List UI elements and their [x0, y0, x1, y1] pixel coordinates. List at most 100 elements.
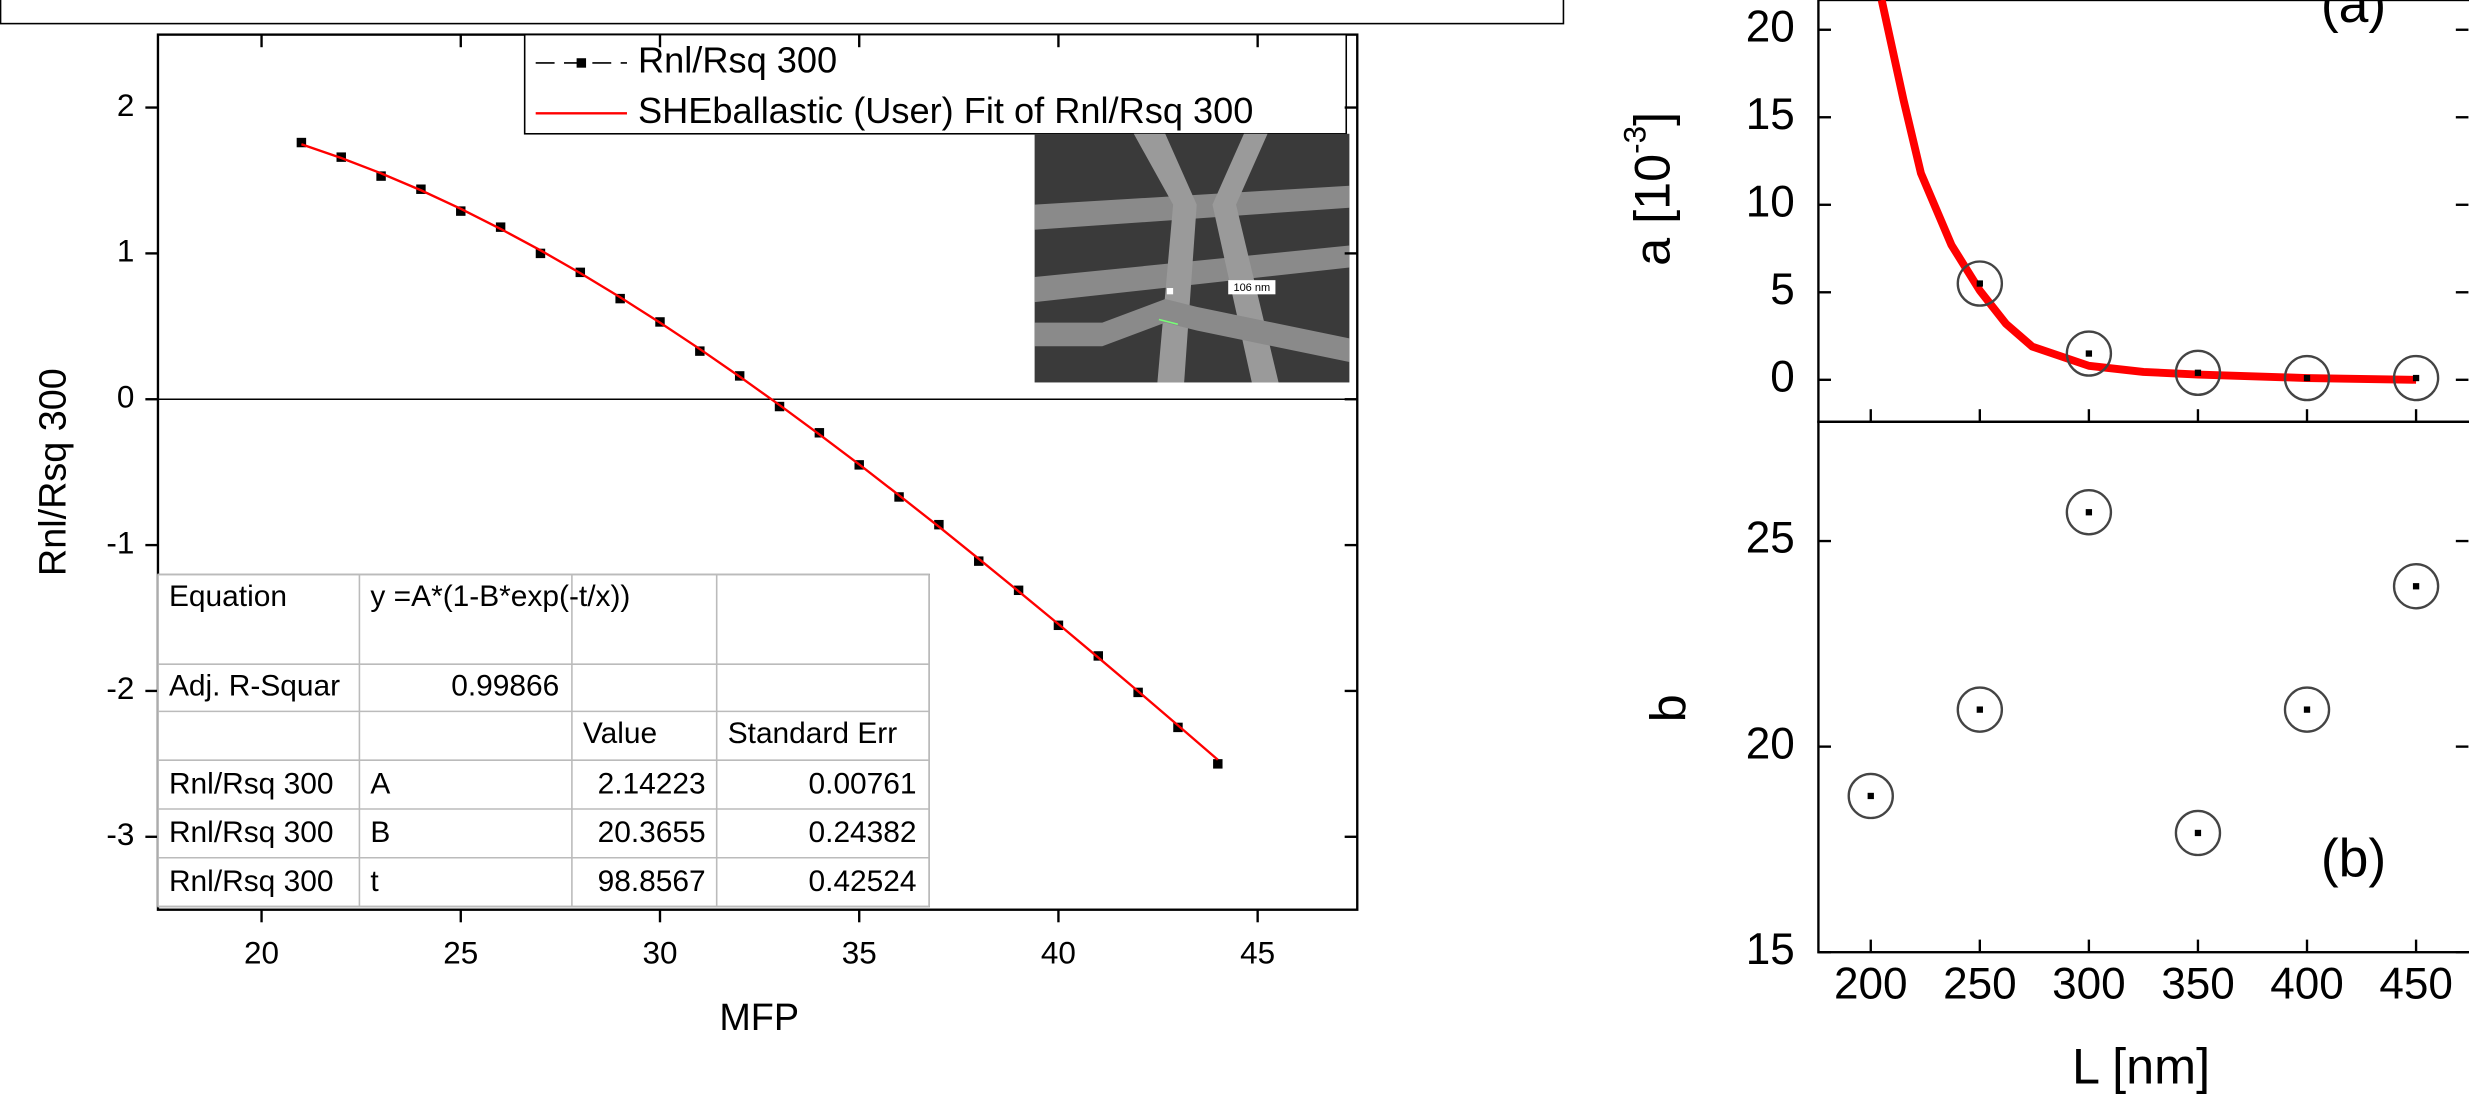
table-cell: 20.3655: [598, 816, 706, 849]
y-axis-label: b: [1639, 694, 1696, 722]
data-point-center: [2303, 374, 2311, 382]
data-point-center: [2412, 583, 2420, 590]
x-tick-label: 25: [443, 936, 478, 971]
data-point: [2392, 563, 2440, 610]
panel-frame: [1817, 0, 2469, 423]
fit-line: [301, 143, 1219, 761]
data-point: [2283, 686, 2331, 733]
inset-image: 106 nm: [1034, 133, 1350, 383]
y-axis-label: Rnl/Rsq 300: [33, 368, 75, 576]
y-tick-label: -2: [106, 671, 134, 706]
data-point-center: [2085, 350, 2093, 357]
y-tick-label: 20: [1746, 2, 1795, 51]
data-point-center: [1867, 792, 1874, 800]
y-tick-label: 25: [1746, 514, 1795, 563]
x-tick-label: 350: [2161, 959, 2235, 1008]
data-point-center: [2085, 509, 2093, 516]
data-point: [894, 492, 904, 502]
y-tick-label: 15: [1746, 925, 1795, 974]
x-tick-label: 450: [2379, 959, 2453, 1008]
data-point: [2283, 354, 2331, 402]
y-tick-label: 10: [1746, 177, 1795, 226]
panel-label: (b): [2321, 830, 2386, 889]
data-point: [1093, 651, 1103, 661]
data-point-center: [1976, 706, 1983, 713]
table-cell: y =A*(1-B*exp(-t/x)): [370, 580, 630, 613]
x-tick-label: 30: [642, 936, 677, 971]
data-point: [1173, 722, 1183, 733]
table-cell: A: [370, 767, 390, 800]
y-tick-label: 0: [117, 380, 135, 415]
panel-frame: [1817, 420, 2469, 954]
x-tick-label: 400: [2270, 959, 2344, 1008]
data-point: [814, 428, 825, 438]
data-point: [934, 519, 944, 530]
data-point-center: [2194, 369, 2202, 376]
data-point: [376, 171, 386, 181]
legend: [523, 33, 1348, 135]
x-tick-label: 45: [1240, 936, 1275, 971]
table-cell: 98.8567: [598, 865, 706, 898]
y-axis-label: a [10-3]: [1618, 112, 1681, 266]
x-tick-label: 20: [244, 936, 279, 971]
table-cell: 2.14223: [598, 767, 706, 800]
y-axis-label-part: a [10: [1624, 154, 1681, 266]
scale-label: 106 nm: [1233, 282, 1270, 294]
table-cell: Equation: [169, 580, 287, 613]
x-tick-label: 40: [1041, 936, 1076, 971]
y-tick-label: 20: [1746, 719, 1795, 768]
table-cell: 0.00761: [809, 767, 917, 800]
table-cell: t: [370, 865, 379, 898]
title-box: [0, 0, 1565, 25]
table-cell: Adj. R-Squar: [169, 670, 340, 703]
data-point: [1847, 772, 1894, 820]
y-tick-label: -1: [106, 525, 134, 560]
x-tick-label: 35: [842, 936, 877, 971]
table-cell: Rnl/Rsq 300: [169, 865, 334, 898]
y-axis-label-part: ]: [1624, 112, 1681, 126]
data-point-center: [2412, 374, 2420, 382]
data-point: [1956, 686, 2004, 733]
x-axis-label: L [nm]: [2072, 1038, 2210, 1095]
data-point: [2174, 349, 2222, 397]
data-point-center: [2303, 706, 2311, 713]
table-cell: Value: [583, 717, 657, 750]
data-point: [2065, 330, 2113, 377]
legend-swatch: [576, 58, 587, 68]
table-cell: B: [370, 816, 390, 849]
legend-label: Rnl/Rsq 300: [638, 40, 837, 81]
y-tick-label: 5: [1770, 265, 1795, 314]
table-cell: Rnl/Rsq 300: [169, 816, 334, 849]
fit-line: [1877, 0, 2417, 384]
y-tick-label: 15: [1746, 90, 1795, 139]
table-cell: 0.99866: [451, 670, 559, 703]
panel-label: (a): [2321, 0, 2386, 34]
table-cell: 0.42524: [809, 865, 917, 898]
table-cell: Rnl/Rsq 300: [169, 767, 334, 800]
y-axis-label-sup: -3: [1618, 126, 1653, 154]
data-point-center: [2194, 829, 2202, 837]
x-tick-label: 200: [1834, 959, 1907, 1008]
y-tick-label: -3: [106, 817, 134, 852]
x-tick-label: 250: [1943, 959, 2016, 1008]
data-point: [2065, 489, 2113, 536]
data-point: [2392, 354, 2440, 402]
data-point: [2174, 809, 2222, 857]
x-tick-label: 300: [2052, 959, 2126, 1008]
data-point: [1956, 260, 2004, 307]
table-cell: Standard Err: [728, 717, 898, 750]
data-point: [1213, 759, 1223, 769]
data-point: [695, 346, 705, 356]
y-tick-label: 1: [117, 234, 135, 269]
legend-label: SHEballastic (User) Fit of Rnl/Rsq 300: [638, 90, 1253, 131]
data-point-center: [1976, 280, 1983, 287]
data-point: [456, 206, 466, 216]
table-cell: 0.24382: [809, 816, 917, 849]
data-point: [974, 556, 984, 566]
y-tick-label: 2: [117, 88, 135, 123]
data-point: [495, 222, 506, 232]
data-point: [535, 248, 546, 259]
x-axis-label: MFP: [719, 997, 799, 1039]
